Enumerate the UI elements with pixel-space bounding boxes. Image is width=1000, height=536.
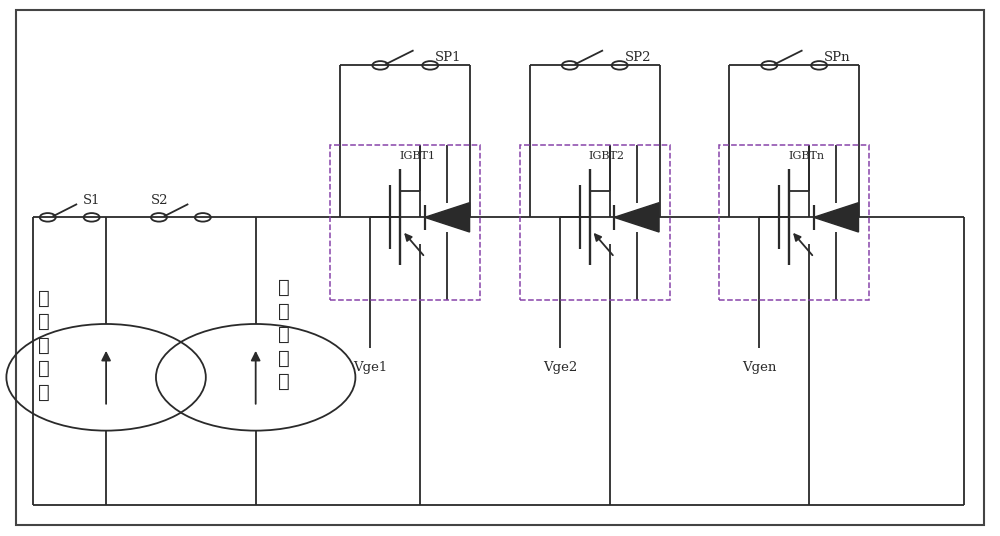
Text: Vgen: Vgen: [742, 361, 776, 374]
Text: IGBTn: IGBTn: [788, 151, 824, 161]
Polygon shape: [814, 203, 859, 232]
Text: S2: S2: [151, 193, 168, 207]
Polygon shape: [614, 203, 659, 232]
Text: S1: S1: [83, 193, 100, 207]
Text: SPn: SPn: [824, 51, 851, 64]
Text: IGBT1: IGBT1: [399, 151, 435, 161]
Text: IGBT2: IGBT2: [589, 151, 625, 161]
Text: 加
热
电
流
源: 加 热 电 流 源: [38, 289, 50, 402]
Text: 测
试
电
流
源: 测 试 电 流 源: [278, 278, 289, 391]
Text: SP2: SP2: [625, 51, 651, 64]
Text: Vge2: Vge2: [543, 361, 577, 374]
Polygon shape: [425, 203, 470, 232]
Text: SP1: SP1: [435, 51, 462, 64]
Text: Vge1: Vge1: [353, 361, 387, 374]
